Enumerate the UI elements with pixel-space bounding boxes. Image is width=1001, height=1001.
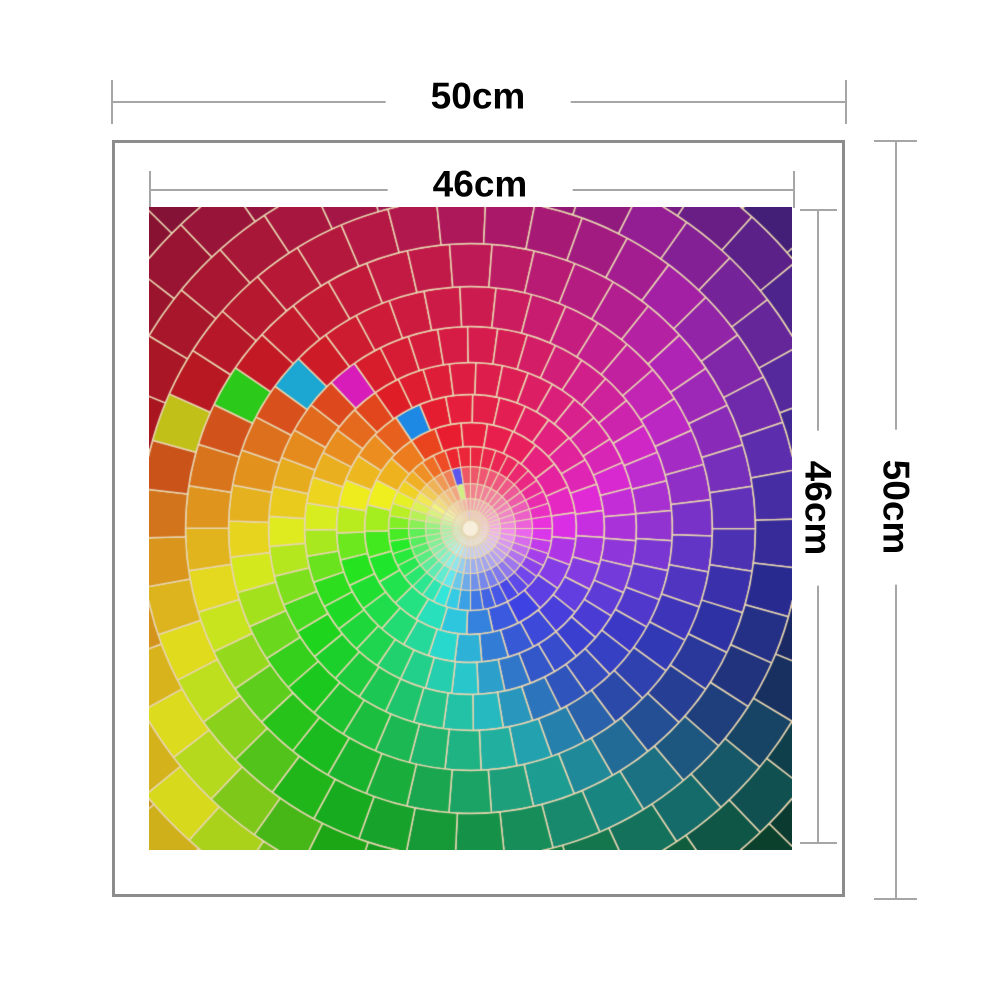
dimension-tick xyxy=(874,140,917,142)
dimension-tick xyxy=(149,171,151,208)
dimension-tick xyxy=(874,898,917,900)
dimension-tick xyxy=(800,209,837,211)
dimension-tick xyxy=(793,171,795,208)
dimension-tick xyxy=(111,80,113,124)
inner-width-label: 46cm xyxy=(387,165,573,203)
outer-height-label: 50cm xyxy=(876,429,917,585)
dimension-tick xyxy=(800,842,837,844)
dimension-tick xyxy=(845,80,847,124)
outer-width-label: 50cm xyxy=(385,77,571,115)
color-wheel-mosaic-image xyxy=(149,207,792,850)
inner-height-label: 46cm xyxy=(798,430,839,586)
